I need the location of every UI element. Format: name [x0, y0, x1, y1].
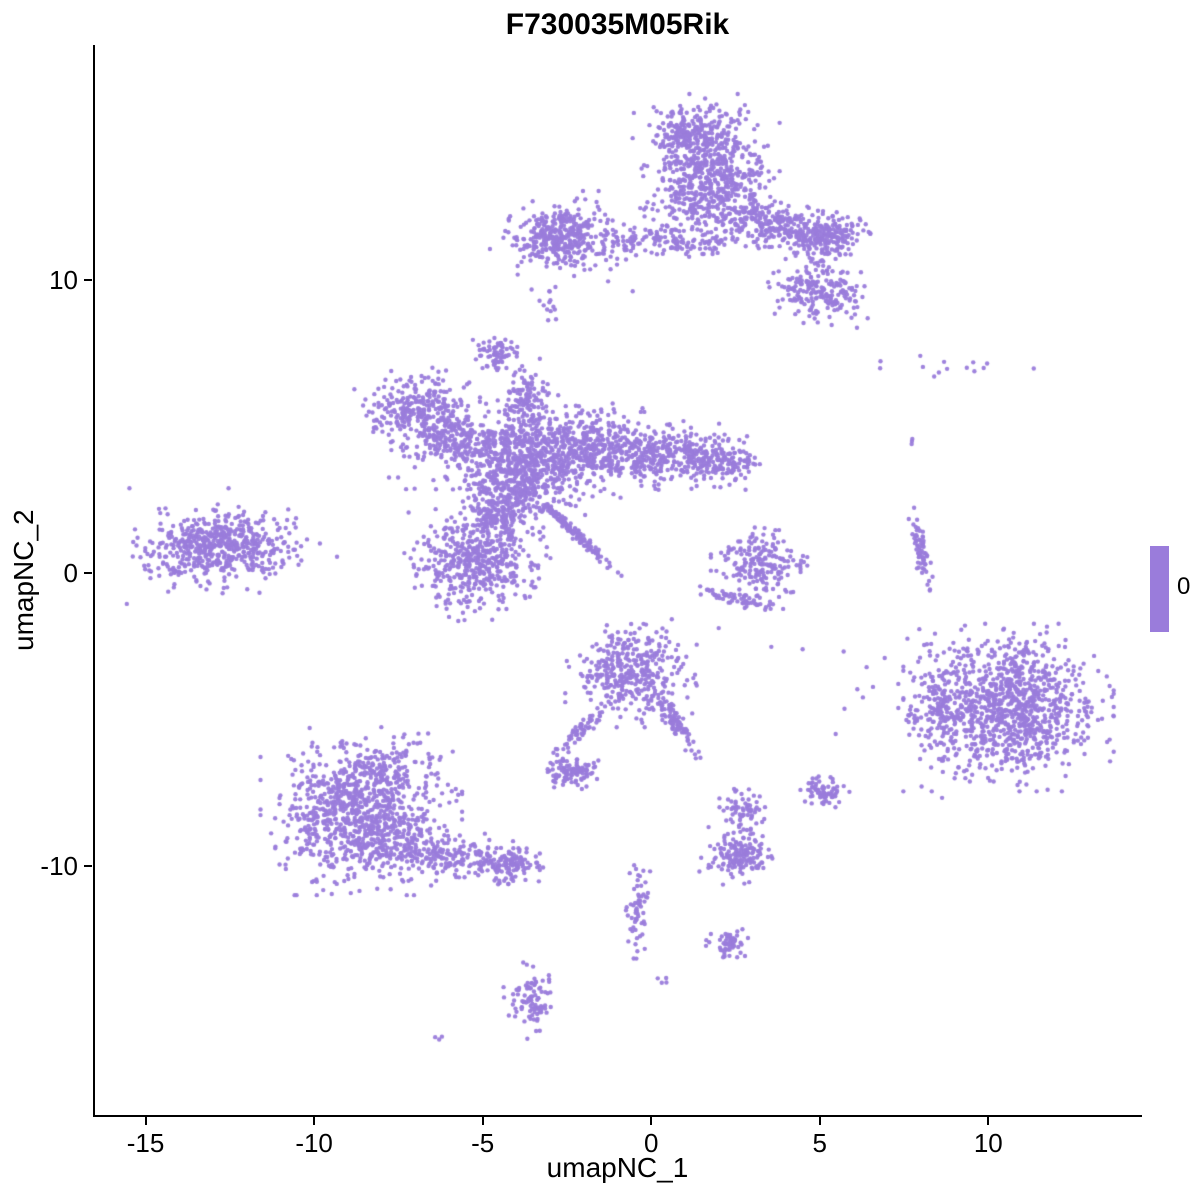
y-tick-mark: [84, 864, 92, 867]
legend-value-label: 0: [1177, 573, 1191, 600]
x-tick-mark: [818, 1117, 821, 1125]
y-axis-line: [93, 45, 95, 1117]
x-tick-label: 0: [643, 1128, 659, 1158]
x-tick-label: -10: [295, 1128, 333, 1158]
y-tick-mark: [84, 278, 92, 281]
x-tick-mark: [481, 1117, 484, 1125]
y-tick-label: 10: [49, 264, 78, 295]
x-tick-mark: [650, 1117, 653, 1125]
y-tick-label: -10: [40, 850, 78, 881]
y-tick-label: 0: [63, 557, 78, 588]
plot-panel: [95, 45, 1140, 1115]
x-tick-label: -15: [126, 1128, 165, 1158]
plot-title: F730035M05Rik: [505, 8, 730, 41]
x-tick-mark: [313, 1117, 316, 1125]
x-tick-mark: [987, 1117, 990, 1125]
x-axis-label: umapNC_1: [546, 1152, 689, 1183]
x-tick-label: -5: [471, 1128, 495, 1158]
scatter-canvas: [95, 45, 1140, 1115]
x-tick-label: 10: [973, 1128, 1003, 1158]
x-tick-mark: [144, 1117, 147, 1125]
y-tick-mark: [84, 571, 92, 574]
legend-colorbar: [1150, 546, 1169, 632]
x-tick-label: 5: [812, 1128, 827, 1158]
x-axis-line: [93, 1115, 1142, 1117]
